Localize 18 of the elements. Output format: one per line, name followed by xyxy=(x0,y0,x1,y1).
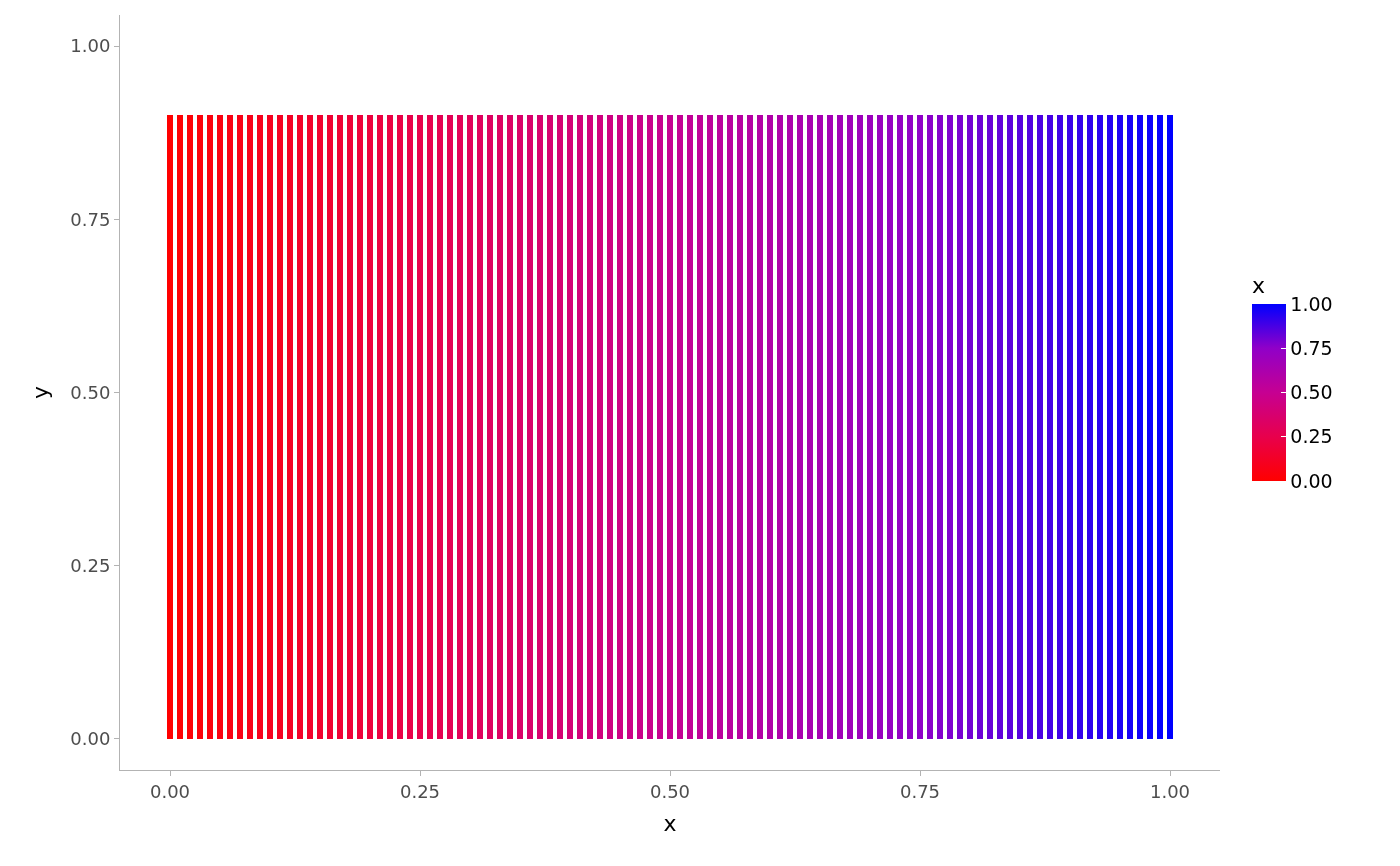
color-bar-label: 0.00 xyxy=(1290,469,1333,492)
y-axis-title: y xyxy=(28,385,54,400)
y-tick-label: 1.00 xyxy=(70,35,111,57)
x-tick-label: 0.25 xyxy=(399,780,441,802)
y-tick-label: 0.25 xyxy=(70,554,111,576)
color-bar-title: x xyxy=(1252,273,1266,299)
color-bar-label: 0.50 xyxy=(1290,381,1333,404)
x-tick-label: 1.00 xyxy=(1149,780,1191,802)
y-tick-label: 0.00 xyxy=(70,728,111,750)
y-tick-label: 0.50 xyxy=(70,381,111,403)
color-bar-label: 0.75 xyxy=(1290,336,1333,359)
color-bar-label: 0.25 xyxy=(1290,425,1333,448)
x-tick-label: 0.75 xyxy=(899,780,941,802)
y-tick-label: 0.75 xyxy=(70,208,111,230)
x-axis-title: x xyxy=(663,811,677,837)
x-tick-label: 0.00 xyxy=(149,780,191,802)
x-tick-label: 0.50 xyxy=(649,780,691,802)
color-bar-label: 1.00 xyxy=(1290,292,1333,315)
